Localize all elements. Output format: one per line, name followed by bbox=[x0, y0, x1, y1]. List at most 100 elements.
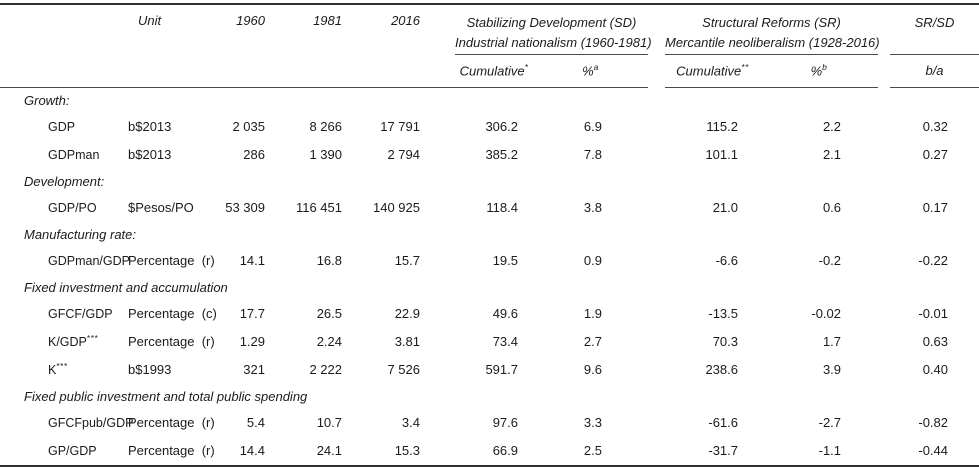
value-cell: -2.7 bbox=[818, 415, 842, 430]
value-cell: -0.44 bbox=[918, 443, 949, 458]
value-cell: -0.82 bbox=[918, 415, 949, 430]
table-row: GP/GDP Percentage (r) 14.4 24.1 15.3 66.9 2.5 -… bbox=[0, 437, 979, 466]
value-cell: 2 222 bbox=[309, 362, 342, 377]
value-cell: 97.6 bbox=[492, 415, 518, 430]
value-cell: 7 526 bbox=[387, 362, 420, 377]
unit-cell: Percentage (r) bbox=[128, 334, 215, 349]
sr-group-title: Structural Reforms (SR) bbox=[702, 15, 841, 30]
sd-group-title: Stabilizing Development (SD) bbox=[466, 15, 637, 30]
row-label: GDP/PO bbox=[48, 200, 97, 215]
col-header-sr-sd-ratio: SR/SD bbox=[890, 4, 979, 55]
sd-group-subtitle: Industrial nationalism (1960-1981) bbox=[455, 34, 652, 50]
spacer-cell bbox=[428, 409, 455, 437]
section-label: Fixed public investment and total public… bbox=[24, 388, 308, 404]
row-label: GDP bbox=[48, 119, 76, 134]
spacer-cell bbox=[428, 247, 455, 275]
unit-cell: Percentage (r) bbox=[128, 415, 215, 430]
col-header-1960: 1960 bbox=[236, 13, 265, 28]
spacer-cell bbox=[878, 300, 890, 328]
value-cell: 19.5 bbox=[492, 253, 518, 268]
value-cell: 1.7 bbox=[822, 334, 842, 349]
value-cell: -0.02 bbox=[811, 306, 842, 321]
unit-cell: Percentage (c) bbox=[128, 306, 217, 321]
value-cell: 14.1 bbox=[239, 253, 265, 268]
value-cell: 73.4 bbox=[492, 334, 518, 349]
value-cell: 3.8 bbox=[583, 200, 602, 215]
table-header: Unit 1960 1981 2016 Stabilizing Developm… bbox=[0, 4, 979, 88]
spacer-cell bbox=[428, 437, 455, 466]
subheader-empty-cell bbox=[0, 54, 110, 88]
row-label: GDPman/GDP bbox=[48, 253, 130, 268]
unit-cell: $Pesos/PO bbox=[128, 200, 194, 215]
value-cell: -6.6 bbox=[715, 253, 738, 268]
value-cell: -61.6 bbox=[708, 415, 738, 430]
col-group-structural-reforms: Structural Reforms (SR) Mercantile neoli… bbox=[665, 4, 880, 55]
spacer-cell bbox=[428, 141, 455, 169]
value-cell: 0.27 bbox=[922, 147, 949, 162]
row-label: GP/GDP bbox=[48, 443, 97, 458]
value-cell: 140 925 bbox=[373, 200, 420, 215]
table-row: GDPman/GDP Percentage (r) 14.1 16.8 15.7 19.5… bbox=[0, 247, 979, 275]
header-spacer bbox=[878, 4, 890, 54]
spacer-cell bbox=[878, 437, 890, 466]
row-label: K/GDP*** bbox=[48, 333, 99, 350]
value-cell: 2.7 bbox=[583, 334, 602, 349]
table-row: K*** b$1993 321 2 222 7 526 591.7 9.6 238.6 3.9 0… bbox=[0, 356, 979, 384]
spacer-cell bbox=[648, 194, 665, 222]
spacer-cell bbox=[878, 328, 890, 356]
sd-cumulative-label: Cumulative bbox=[459, 63, 525, 79]
spacer-cell bbox=[648, 141, 665, 169]
section-label: Development: bbox=[24, 173, 105, 189]
value-cell: 3.4 bbox=[401, 415, 420, 430]
spacer-cell bbox=[428, 328, 455, 356]
spacer-cell bbox=[428, 300, 455, 328]
value-cell: 26.5 bbox=[316, 306, 342, 321]
value-cell: -0.22 bbox=[918, 253, 949, 268]
col-header-2016: 2016 bbox=[391, 13, 420, 28]
row-label: GDPman bbox=[48, 147, 100, 162]
value-cell: 286 bbox=[243, 147, 265, 162]
sd-percent-note: a bbox=[593, 62, 599, 73]
spacer-cell bbox=[428, 356, 455, 384]
table-row: GDP b$2013 2 035 8 266 17 791 306.2 6.9 115.2 2.… bbox=[0, 113, 979, 141]
spacer-cell bbox=[878, 356, 890, 384]
subheader-empty-cell bbox=[110, 54, 218, 88]
col-header-unit: Unit bbox=[138, 13, 162, 28]
sr-percent-label: % bbox=[810, 63, 823, 79]
subheader-spacer bbox=[648, 54, 665, 87]
spacer-cell bbox=[878, 247, 890, 275]
section-row: Fixed public investment and total public… bbox=[0, 384, 979, 409]
value-cell: 385.2 bbox=[485, 147, 518, 162]
subheader-empty-cell bbox=[218, 54, 272, 88]
sr-cumulative-label: Cumulative bbox=[676, 63, 742, 79]
table-row: GFCF/GDP Percentage (c) 17.7 26.5 22.9 49.6 1.… bbox=[0, 300, 979, 328]
value-cell: 0.6 bbox=[822, 200, 842, 215]
value-cell: 2.2 bbox=[822, 119, 842, 134]
value-cell: 0.63 bbox=[922, 334, 949, 349]
value-cell: 14.4 bbox=[239, 443, 265, 458]
sd-percent-label: % bbox=[582, 63, 594, 79]
subheader-empty-cell bbox=[350, 54, 428, 88]
value-cell: 53 309 bbox=[225, 200, 265, 215]
value-cell: 591.7 bbox=[485, 362, 518, 377]
value-cell: 15.7 bbox=[394, 253, 420, 268]
header-row-groups: Unit 1960 1981 2016 Stabilizing Developm… bbox=[0, 4, 979, 55]
value-cell: 238.6 bbox=[705, 362, 738, 377]
section-row: Growth: bbox=[0, 87, 979, 113]
value-cell: 2 794 bbox=[387, 147, 420, 162]
value-cell: 1 390 bbox=[309, 147, 342, 162]
value-cell: 16.8 bbox=[316, 253, 342, 268]
value-cell: 66.9 bbox=[492, 443, 518, 458]
value-cell: 5.4 bbox=[246, 415, 265, 430]
value-cell: 2 035 bbox=[232, 119, 265, 134]
value-cell: 306.2 bbox=[485, 119, 518, 134]
section-label: Manufacturing rate: bbox=[24, 226, 137, 242]
value-cell: 7.8 bbox=[583, 147, 602, 162]
subheader-spacer bbox=[428, 54, 455, 88]
spacer-cell bbox=[648, 356, 665, 384]
table-row: K/GDP*** Percentage (r) 1.29 2.24 3.81 73.4 2.… bbox=[0, 328, 979, 356]
value-cell: 21.0 bbox=[712, 200, 738, 215]
value-cell: 2.5 bbox=[583, 443, 602, 458]
value-cell: 8 266 bbox=[309, 119, 342, 134]
row-label-note: *** bbox=[56, 361, 68, 372]
